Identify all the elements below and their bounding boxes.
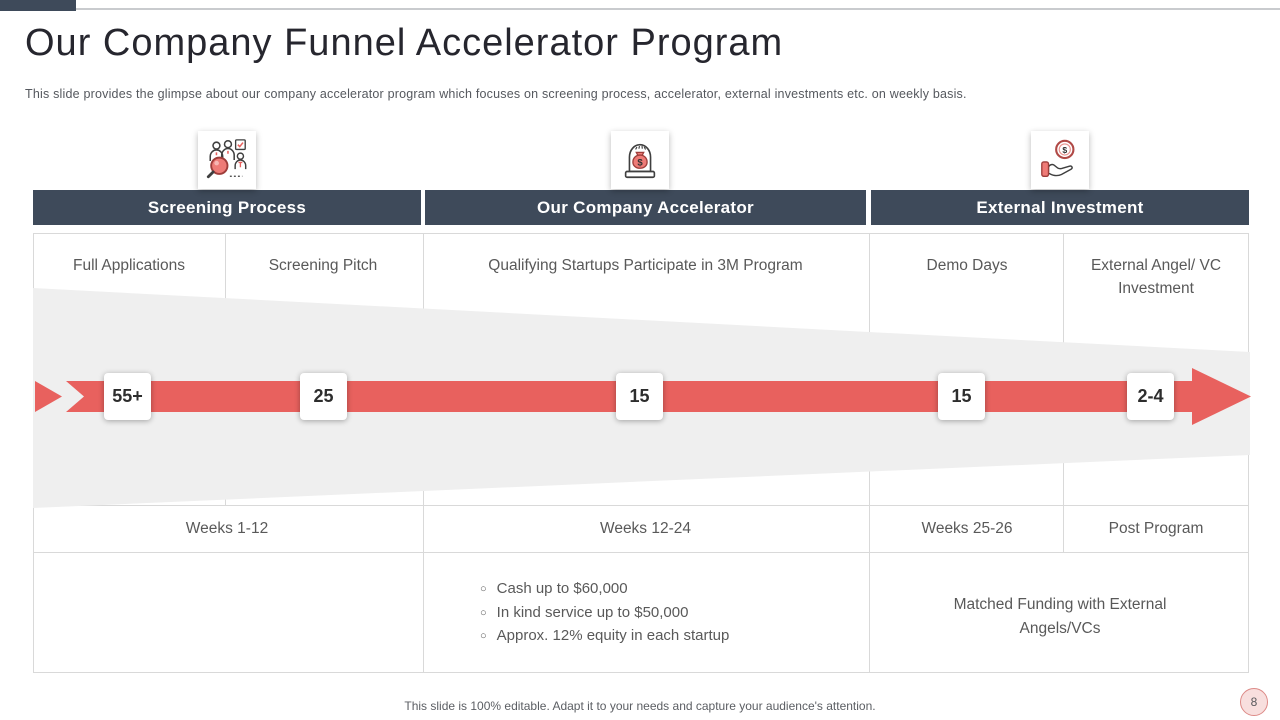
stage-count: 25 <box>313 386 334 406</box>
incubator-funding-icon: $ <box>624 143 656 179</box>
svg-text:$: $ <box>637 158 643 169</box>
section-header-screening-process: Screening Process <box>33 190 421 225</box>
list-item: Approx. 12% equity in each startup <box>480 625 866 649</box>
top-divider-line <box>76 8 1280 10</box>
section-title: External Investment <box>976 198 1144 217</box>
section-title: Our Company Accelerator <box>537 198 754 217</box>
people-search-icon <box>206 139 247 179</box>
footer-note: This slide is 100% editable. Adapt it to… <box>404 699 876 713</box>
svg-text:$: $ <box>1062 145 1067 155</box>
table-divider <box>423 233 424 672</box>
accelerator-benefits-list: Cash up to $60,000 In kind service up to… <box>425 552 866 649</box>
table-row-line <box>33 552 1249 553</box>
weeks-cell-1: Weeks 1-12 <box>185 520 269 537</box>
stage-label-text: External Angel/ VC Investment <box>1090 257 1222 297</box>
external-investment-icon-card: $ <box>1031 131 1089 189</box>
stage-label-screening-pitch: Screening Pitch <box>268 257 378 274</box>
page-title: Our Company Funnel Accelerator Program <box>25 22 784 64</box>
external-investment-details-cell: Matched Funding with External Angels/VCs <box>871 552 1249 672</box>
table-divider <box>869 233 870 672</box>
matched-funding-note: Matched Funding with External Angels/VCs <box>953 596 1167 637</box>
stage-count: 15 <box>629 386 650 406</box>
stage-count: 2-4 <box>1137 386 1164 406</box>
stage-label-external-angel: External Angel/ VC Investment <box>1063 233 1249 300</box>
table-border-left <box>33 233 34 672</box>
section-header-external-investment: External Investment <box>871 190 1249 225</box>
corner-accent-bar <box>0 0 76 11</box>
stage-count: 15 <box>951 386 972 406</box>
weeks-cell-4: Post Program <box>1108 520 1204 537</box>
stage-count-badge-full-applications: 55+ <box>104 373 151 420</box>
accelerator-icon-card: $ <box>611 131 669 189</box>
stage-label-qualifying-startups: Qualifying Startups Participate in 3M Pr… <box>488 257 803 274</box>
stage-label-demo-days: Demo Days <box>926 257 1008 274</box>
section-header-company-accelerator: Our Company Accelerator <box>425 190 866 225</box>
weeks-cell-2: Weeks 12-24 <box>599 520 692 537</box>
table-border-top <box>33 233 1249 234</box>
stage-count-badge-qualifying-startups: 15 <box>616 373 663 420</box>
weeks-cell-3: Weeks 25-26 <box>921 520 1013 537</box>
page-subtitle: This slide provides the glimpse about ou… <box>25 87 967 101</box>
page-number-badge: 8 <box>1240 688 1268 716</box>
screening-icon-card <box>198 131 256 189</box>
stage-count-badge-demo-days: 15 <box>938 373 985 420</box>
hand-coin-icon: $ <box>1041 139 1075 177</box>
stage-count-badge-external-angel: 2-4 <box>1127 373 1174 420</box>
table-border-bottom <box>33 672 1249 673</box>
list-item: Cash up to $60,000 <box>480 578 866 602</box>
accelerator-details-cell: Cash up to $60,000 In kind service up to… <box>425 552 866 672</box>
section-title: Screening Process <box>147 198 307 217</box>
stage-count: 55+ <box>112 386 143 406</box>
arrow-head <box>1192 368 1251 425</box>
list-item: In kind service up to $50,000 <box>480 602 866 626</box>
stage-label-full-applications: Full Applications <box>72 257 185 274</box>
stage-count-badge-screening-pitch: 25 <box>300 373 347 420</box>
arrow-tail-chevron <box>35 381 62 412</box>
